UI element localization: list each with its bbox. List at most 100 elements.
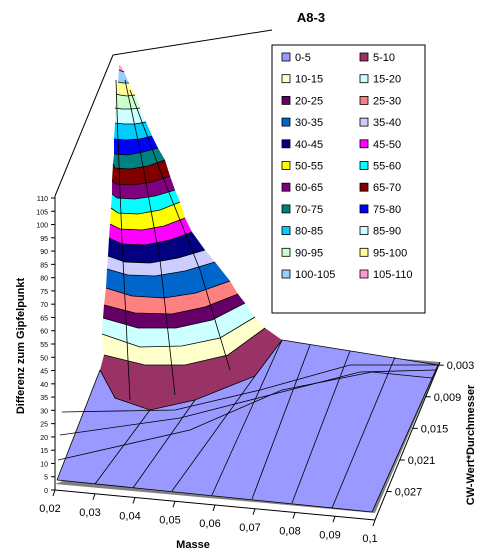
z-tick-label: 10 (40, 461, 48, 468)
legend-swatch (281, 74, 291, 84)
chart-frame (54, 29, 273, 197)
legend-label: 35-40 (373, 117, 401, 129)
x-tick-label: 0,06 (199, 518, 220, 530)
legend-label: 105-110 (373, 269, 413, 281)
z-tick-label: 20 (40, 435, 48, 442)
legend-label: 55-60 (373, 161, 401, 173)
z-tick-label: 85 (40, 262, 48, 269)
legend-swatch (281, 52, 291, 62)
legend-box (271, 44, 426, 314)
legend-label: 30-35 (295, 117, 323, 129)
x-tick-label: 0,04 (119, 511, 140, 523)
legend: 0-5 5-10 10-15 15-20 20-25 25-30 30-35 35-40 40-… (271, 44, 426, 314)
legend-item: 105-110 (359, 269, 413, 281)
legend-label: 70-75 (295, 204, 323, 216)
legend-item: 80-85 (281, 226, 323, 238)
surface-band-100-105 (118, 70, 129, 83)
surface-band-0-5 (57, 340, 438, 512)
legend-swatch (281, 96, 291, 105)
legend-swatch (281, 117, 291, 127)
z-tick-label: 100 (36, 223, 48, 230)
legend-label: 5-10 (373, 52, 395, 64)
z-tick-label: 60 (40, 329, 48, 336)
z-tick-label: 75 (40, 289, 48, 296)
x-tick-label: 0,1 (362, 533, 377, 545)
legend-item: 30-35 (281, 117, 323, 129)
surface-band-80-85 (114, 122, 152, 140)
z-axis-label: Differenz zum Gipfelpunkt (15, 278, 27, 415)
x-tick-mark (92, 493, 96, 500)
x-tick-label: 0,05 (159, 514, 180, 526)
legend-item: 75-80 (359, 204, 401, 216)
z-tick-label: 35 (40, 395, 48, 402)
legend-swatch (359, 226, 369, 236)
z-tick-label: 55 (40, 342, 48, 349)
surface-band-65-70 (112, 160, 170, 185)
z-tick-label: 90 (40, 249, 48, 256)
z-tick-label: 110 (37, 196, 48, 203)
legend-item: 90-95 (281, 247, 323, 259)
legend-swatch (359, 204, 369, 214)
surface-band-35-40 (107, 250, 215, 276)
y-tick-label: 0,003 (447, 360, 475, 372)
y-tick-label: 0,021 (408, 455, 436, 467)
legend-label: 0-5 (295, 52, 311, 64)
z-tick-label: 25 (40, 422, 48, 429)
legend-label: 45-50 (373, 139, 401, 151)
x-tick-label: 0,02 (39, 503, 60, 515)
legend-label: 40-45 (295, 139, 323, 151)
legend-item: 40-45 (281, 139, 323, 151)
legend-label: 80-85 (295, 226, 323, 238)
legend-swatch (281, 204, 291, 214)
legend-item: 85-90 (359, 226, 401, 238)
legend-swatch (281, 161, 291, 170)
z-tick-label: 30 (40, 408, 48, 415)
y-axis-line (374, 361, 441, 521)
legend-item: 20-25 (281, 95, 323, 107)
legend-swatch (359, 117, 369, 127)
legend-swatch (359, 161, 369, 170)
legend-swatch (281, 247, 291, 257)
surface-band-45-50 (109, 218, 192, 245)
legend-swatch (359, 269, 369, 279)
legend-item: 5-10 (359, 52, 395, 64)
legend-item: 60-65 (281, 182, 323, 194)
legend-item: 70-75 (281, 204, 323, 216)
x-axis-label: Masse (176, 539, 210, 551)
surface-band-55-60 (111, 190, 180, 214)
x-tick-mark (212, 504, 216, 512)
surface-band-95-100 (116, 82, 135, 96)
surface-band-20-25 (103, 294, 245, 328)
surface-band-85-90 (115, 108, 146, 124)
x-tick-label: 0,08 (279, 526, 300, 538)
surface-band-75-80 (114, 136, 158, 155)
x-tick-mark (132, 497, 136, 504)
y-tick-label: 0,027 (395, 487, 423, 499)
legend-item: 15-20 (359, 74, 401, 86)
legend-label: 100-105 (295, 269, 335, 281)
x-tick-mark (252, 508, 256, 515)
legend-label: 60-65 (295, 182, 323, 194)
legend-item: 100-105 (281, 269, 335, 281)
legend-item: 25-30 (359, 95, 401, 107)
legend-label: 20-25 (295, 95, 323, 107)
legend-label: 90-95 (295, 247, 323, 259)
z-tick-label: 5 (44, 475, 48, 482)
legend-swatch (281, 182, 291, 192)
z-tick-label: 65 (40, 315, 48, 322)
z-tick-label: 95 (40, 236, 48, 243)
legend-item: 10-15 (281, 74, 323, 86)
legend-swatch (359, 182, 369, 192)
surface-band-15-20 (102, 303, 255, 347)
legend-item: 50-55 (281, 161, 323, 173)
legend-swatch (281, 139, 291, 149)
legend-swatch (281, 226, 291, 236)
z-tick-label: 70 (40, 302, 48, 309)
legend-label: 85-90 (373, 226, 401, 238)
legend-label: 75-80 (373, 204, 401, 216)
x-tick-mark (52, 489, 56, 497)
surface-band-50-55 (110, 202, 185, 230)
y-axis-label: CW-Wert*Durchmesser (465, 384, 477, 505)
x-tick-label: 0,09 (319, 529, 340, 541)
